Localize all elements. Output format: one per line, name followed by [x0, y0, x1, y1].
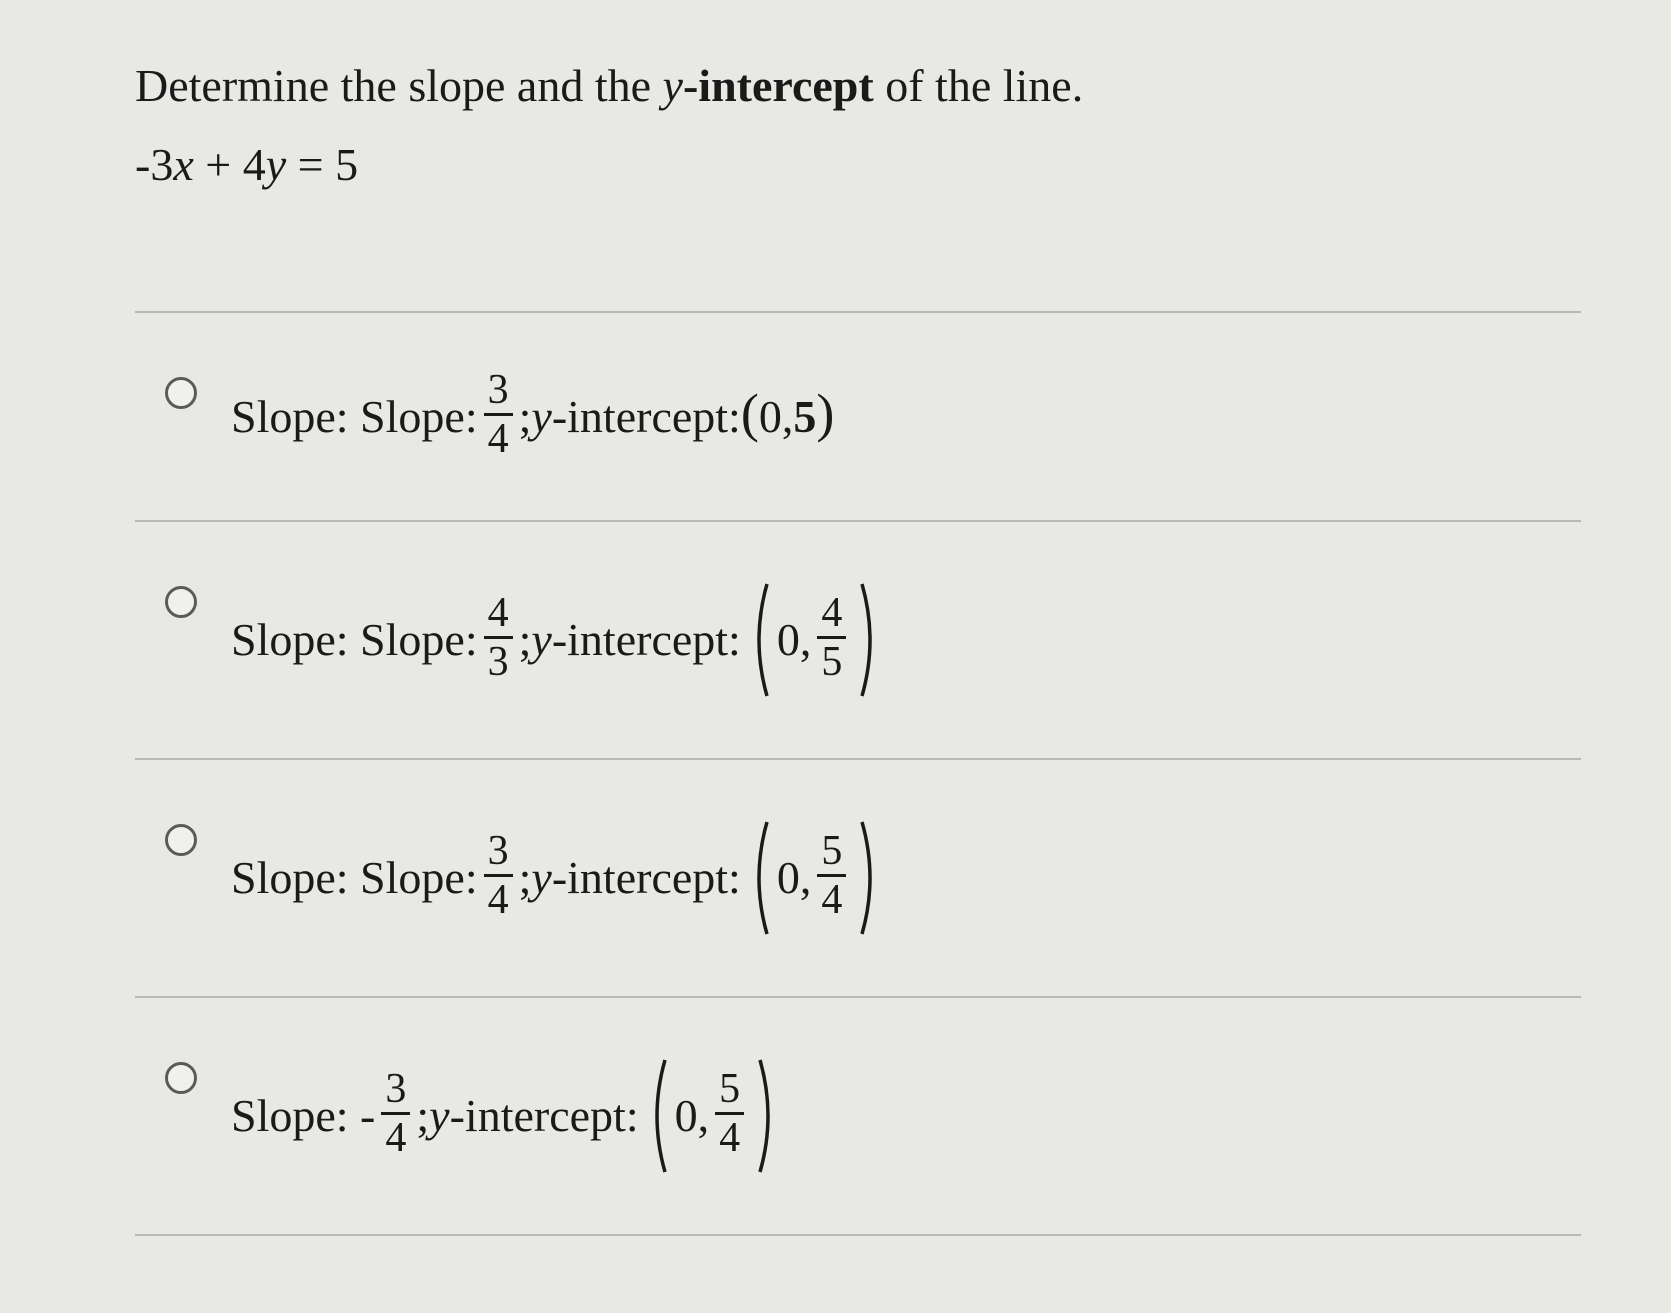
fraction-denominator: 4: [484, 874, 513, 921]
fraction-numerator: 5: [817, 830, 846, 874]
intercept-a: 0: [675, 1089, 698, 1142]
intercept-comma: ,: [698, 1089, 710, 1142]
yint-label: -intercept:: [552, 851, 741, 904]
paren-close: ): [816, 382, 834, 444]
intercept-comma: ,: [800, 851, 812, 904]
choice-mid: ;: [416, 1089, 429, 1142]
eq-rhs: 5: [335, 139, 358, 190]
intercept-fraction: 5 4: [715, 1068, 744, 1159]
yint-y-var: y: [531, 851, 551, 904]
fraction-denominator: 4: [715, 1112, 744, 1159]
choice-prefix: Slope: -: [231, 1089, 375, 1142]
choice-mid: ;: [519, 613, 532, 666]
yint-y-var: y: [531, 613, 551, 666]
eq-var-y: y: [266, 139, 286, 190]
big-paren-group: 0, 5 4: [645, 1056, 781, 1176]
intercept-fraction: 4 5: [817, 592, 846, 683]
yint-label: -intercept:: [552, 613, 741, 666]
radio-icon[interactable]: [165, 586, 197, 618]
paren-right-icon: [856, 818, 882, 938]
choice-list: Slope: Slope: 3 4 ; y-intercept: (0, 5) …: [135, 311, 1581, 1236]
choice-text: Slope: Slope: 4 3 ; y-intercept: 0, 4 5: [231, 580, 882, 700]
choice-prefix: Slope: Slope:: [231, 390, 478, 443]
question-page: Determine the slope and the y-intercept …: [0, 0, 1671, 1313]
big-paren-group: 0, 5 4: [747, 818, 883, 938]
big-paren-content: 0, 4 5: [773, 594, 857, 685]
intercept-a: 0: [759, 390, 782, 443]
slope-fraction: 3 4: [484, 830, 513, 921]
slope-fraction: 4 3: [484, 592, 513, 683]
choice-option[interactable]: Slope: Slope: 4 3 ; y-intercept: 0, 4 5: [135, 522, 1581, 760]
yint-y-var: y: [429, 1089, 449, 1142]
choice-prefix: Slope: Slope:: [231, 613, 478, 666]
eq-coef2: 4: [243, 139, 266, 190]
intercept-comma: ,: [782, 390, 794, 443]
radio-icon[interactable]: [165, 1062, 197, 1094]
paren-left-icon: [747, 818, 773, 938]
radio-icon[interactable]: [165, 377, 197, 409]
intercept-fraction: 5 4: [817, 830, 846, 921]
fraction-denominator: 3: [484, 636, 513, 683]
prompt-text-post: of the line.: [874, 60, 1084, 111]
paren-open: (: [741, 382, 759, 444]
intercept-comma: ,: [800, 613, 812, 666]
choice-mid: ;: [519, 390, 532, 443]
yint-label: -intercept:: [552, 390, 741, 443]
eq-coef1: -3: [135, 139, 173, 190]
intercept-b: 5: [793, 390, 816, 443]
fraction-denominator: 4: [381, 1112, 410, 1159]
intercept-a: 0: [777, 851, 800, 904]
paren-right-icon: [754, 1056, 780, 1176]
fraction-numerator: 3: [484, 830, 513, 874]
choice-text: Slope: Slope: 3 4 ; y-intercept: (0, 5): [231, 371, 834, 462]
prompt-intercept-bold: -intercept: [683, 60, 874, 111]
fraction-denominator: 4: [817, 874, 846, 921]
fraction-numerator: 3: [381, 1068, 410, 1112]
paren-left-icon: [645, 1056, 671, 1176]
fraction-numerator: 4: [817, 592, 846, 636]
question-prompt: Determine the slope and the y-intercept …: [135, 50, 1581, 201]
slope-fraction: 3 4: [484, 369, 513, 460]
fraction-numerator: 3: [484, 369, 513, 413]
choice-prefix: Slope: Slope:: [231, 851, 478, 904]
radio-icon[interactable]: [165, 824, 197, 856]
equation-line: -3x + 4y = 5: [135, 129, 1581, 200]
fraction-denominator: 4: [484, 413, 513, 460]
eq-var-x: x: [173, 139, 193, 190]
yint-label: -intercept:: [450, 1089, 639, 1142]
eq-equals: =: [286, 139, 335, 190]
paren-left-icon: [747, 580, 773, 700]
big-paren-content: 0, 5 4: [671, 1070, 755, 1161]
big-paren-group: 0, 4 5: [747, 580, 883, 700]
fraction-numerator: 4: [484, 592, 513, 636]
choice-option[interactable]: Slope: Slope: 3 4 ; y-intercept: 0, 5 4: [135, 760, 1581, 998]
choice-text: Slope: - 3 4 ; y-intercept: 0, 5 4: [231, 1056, 780, 1176]
fraction-numerator: 5: [715, 1068, 744, 1112]
intercept-a: 0: [777, 613, 800, 666]
paren-right-icon: [856, 580, 882, 700]
yint-y-var: y: [531, 390, 551, 443]
big-paren-content: 0, 5 4: [773, 832, 857, 923]
choice-text: Slope: Slope: 3 4 ; y-intercept: 0, 5 4: [231, 818, 882, 938]
choice-option[interactable]: Slope: - 3 4 ; y-intercept: 0, 5 4: [135, 998, 1581, 1236]
choice-mid: ;: [519, 851, 532, 904]
fraction-denominator: 5: [817, 636, 846, 683]
prompt-y-var: y: [663, 60, 683, 111]
choice-option[interactable]: Slope: Slope: 3 4 ; y-intercept: (0, 5): [135, 313, 1581, 522]
prompt-text-pre: Determine the slope and the: [135, 60, 663, 111]
slope-fraction: 3 4: [381, 1068, 410, 1159]
eq-op: +: [194, 139, 243, 190]
